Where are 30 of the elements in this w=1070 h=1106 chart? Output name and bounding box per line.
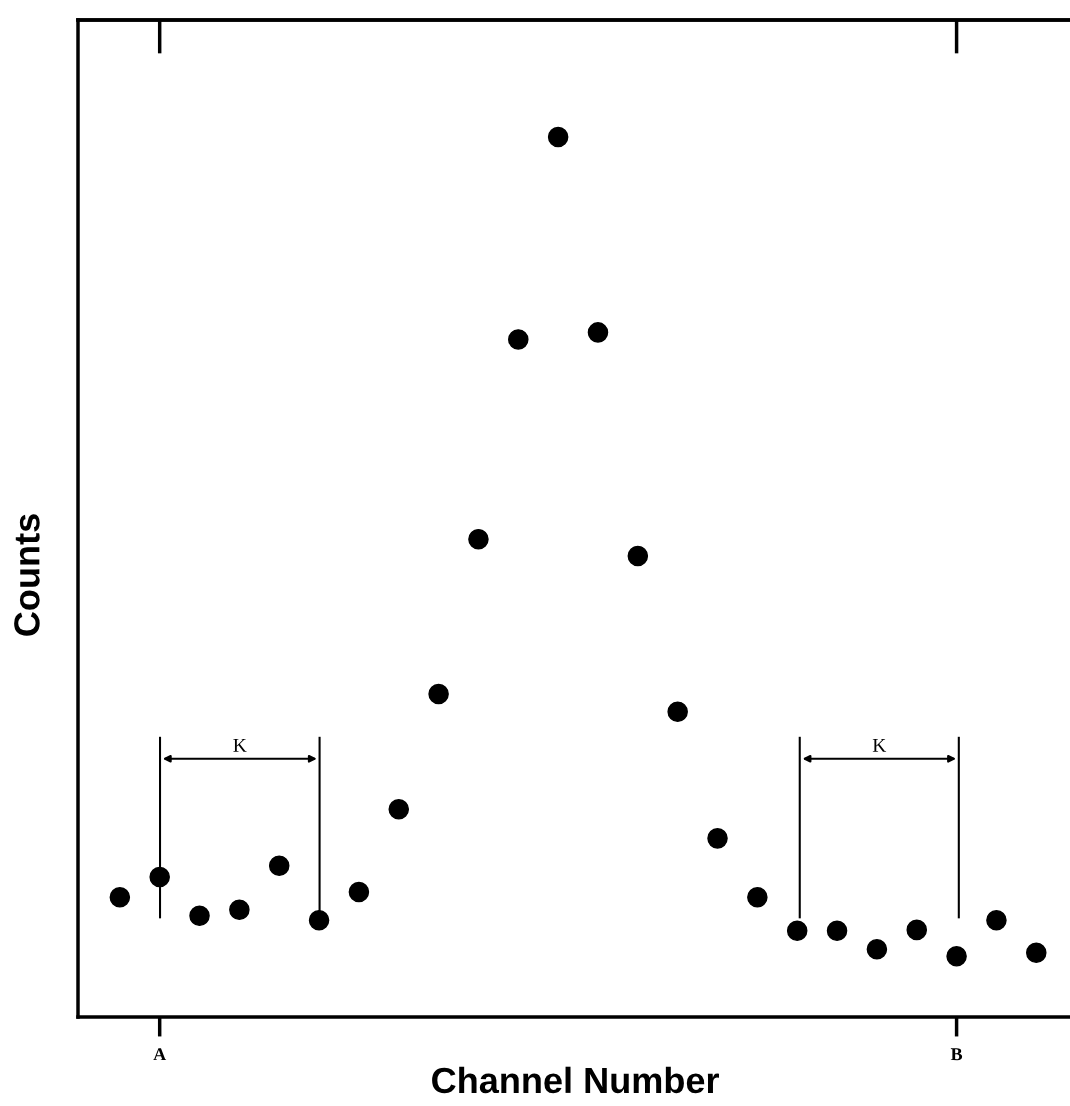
point (906, 919, 928, 941)
point (109, 887, 131, 908)
point (627, 545, 649, 567)
point (508, 329, 529, 350)
point (268, 855, 290, 876)
point (707, 828, 728, 849)
point (149, 866, 170, 888)
point (946, 946, 967, 967)
point (747, 887, 768, 908)
point (388, 799, 410, 820)
point (468, 528, 489, 550)
point (826, 920, 848, 942)
x-tick-label: A (153, 1048, 167, 1061)
point (1026, 942, 1047, 964)
x-tick-label: B (950, 1048, 963, 1061)
x-axis-title: Channel Number (432, 1066, 719, 1094)
point (189, 905, 210, 927)
point (229, 899, 250, 920)
annotation: K (872, 738, 887, 752)
point (786, 920, 808, 942)
point (547, 126, 569, 148)
point (866, 938, 888, 960)
point (428, 683, 449, 705)
point (308, 909, 330, 931)
annotation: K (233, 738, 247, 752)
point (348, 881, 370, 903)
point (986, 909, 1007, 931)
point (667, 701, 688, 722)
point (587, 322, 609, 343)
y-axis-title: Counts (14, 514, 40, 636)
